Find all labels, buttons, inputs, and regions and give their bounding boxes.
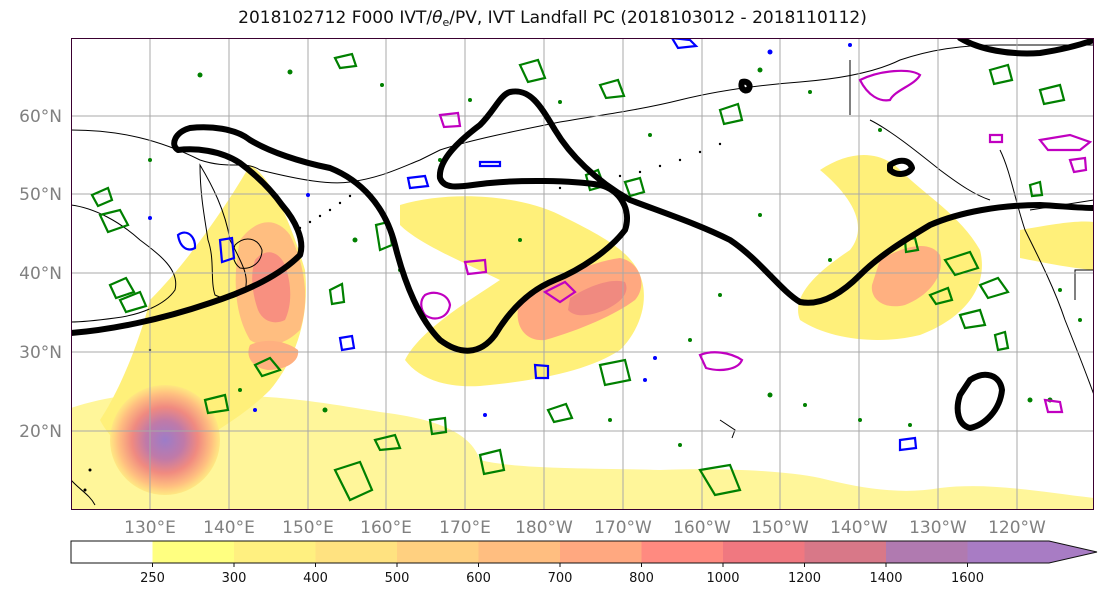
lon-label: 130°W xyxy=(909,518,967,538)
pv-positive-contours xyxy=(420,69,1093,414)
latitude-labels: 60°N 50°N 40°N 30°N 20°N xyxy=(19,107,62,442)
colorbar-cell xyxy=(723,541,805,563)
lat-label: 60°N xyxy=(19,107,62,127)
colorbar-cells xyxy=(70,540,1098,564)
colorbar-tick-label: 600 xyxy=(466,571,491,586)
colorbar-tick-label: 700 xyxy=(548,571,573,586)
colorbar-cell xyxy=(152,541,235,563)
colorbar-outline xyxy=(70,540,1098,564)
colorbar-ticks: 250 300 400 500 600 700 800 1000 1200 1400 1600 xyxy=(140,563,984,586)
ivt-pc-contours xyxy=(71,38,1094,431)
lon-label: 180°W xyxy=(515,518,573,538)
colorbar-tick-label: 1600 xyxy=(951,571,984,586)
colorbar-cell xyxy=(478,541,561,563)
colorbar-cell xyxy=(967,541,1050,563)
gridlines xyxy=(71,38,1094,510)
theta-e-contours xyxy=(90,52,1066,502)
colorbar-cell xyxy=(397,541,479,563)
lat-label: 20°N xyxy=(19,422,62,442)
lon-label: 170°E xyxy=(439,518,491,538)
lon-label: 170°W xyxy=(594,518,652,538)
colorbar-cell xyxy=(886,541,968,563)
lon-label: 160°W xyxy=(673,518,731,538)
colorbar-cell xyxy=(804,541,887,563)
colorbar-cell xyxy=(560,541,642,563)
colorbar-tick-label: 300 xyxy=(222,571,247,586)
colorbar-tick-label: 400 xyxy=(303,571,328,586)
colorbar-tick-label: 1200 xyxy=(788,571,821,586)
lon-label: 150°W xyxy=(751,518,809,538)
lat-label: 30°N xyxy=(19,343,62,363)
lon-label: 150°E xyxy=(282,518,334,538)
lon-label: 160°E xyxy=(360,518,412,538)
colorbar-cell xyxy=(71,541,153,563)
colorbar-tick-label: 250 xyxy=(140,571,165,586)
colorbar-tick-label: 1400 xyxy=(869,571,902,586)
colorbar-cell xyxy=(234,541,316,563)
lon-label: 130°E xyxy=(124,518,176,538)
lon-label: 140°W xyxy=(830,518,888,538)
pv-negative-contours xyxy=(176,38,918,452)
longitude-labels: 130°E 140°E 150°E 160°E 170°E 180°W 170°… xyxy=(124,518,1046,538)
lon-label: 120°W xyxy=(988,518,1046,538)
plot-title: 2018102712 F000 IVT/θe/PV, IVT Landfall … xyxy=(238,8,867,29)
colorbar-tick-label: 500 xyxy=(385,571,410,586)
pv-negative-small-features xyxy=(148,43,852,417)
lat-label: 50°N xyxy=(19,185,62,205)
lat-label: 40°N xyxy=(19,264,62,284)
colorbar-tick-label: 1000 xyxy=(706,571,739,586)
colorbar-tick-label: 800 xyxy=(629,571,654,586)
ivt-shading xyxy=(71,155,1094,510)
theta-e-small-features xyxy=(148,67,1082,447)
colorbar: 250 300 400 500 600 700 800 1000 1200 1400 1600 xyxy=(70,540,1098,586)
colorbar-cell xyxy=(641,541,724,563)
colorbar-cell xyxy=(315,541,398,563)
lon-label: 140°E xyxy=(203,518,255,538)
colorbar-extend-arrow xyxy=(1049,541,1097,563)
